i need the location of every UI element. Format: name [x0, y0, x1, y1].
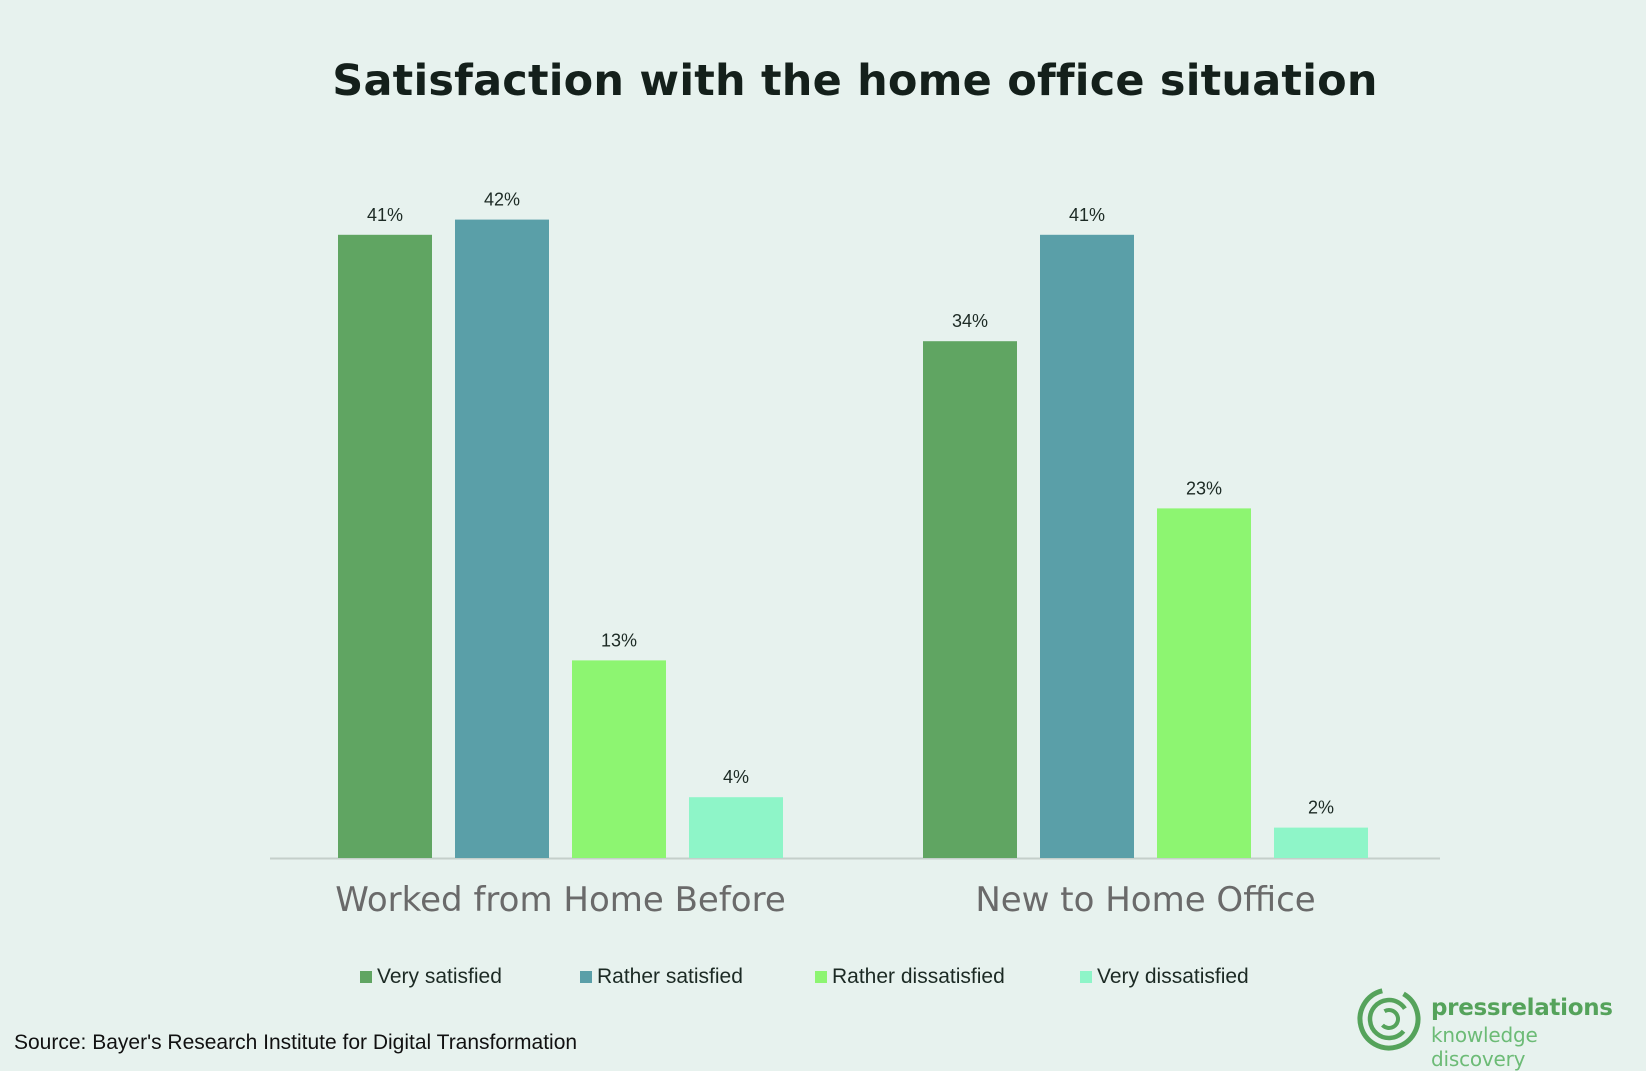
data-label: 34% [952, 311, 988, 331]
data-label: 41% [367, 205, 403, 225]
bar-rather-dissatisfied-1 [1157, 508, 1251, 858]
data-label: 42% [484, 190, 520, 210]
data-label: 2% [1308, 798, 1334, 818]
bar-rather-dissatisfied-0 [572, 660, 666, 858]
data-label: 41% [1069, 205, 1105, 225]
bar-very-dissatisfied-0 [689, 797, 783, 858]
legend-label: Rather satisfied [597, 965, 743, 988]
data-label: 4% [723, 767, 749, 787]
legend-item-very-dissatisfied: Very dissatisfied [1080, 965, 1249, 989]
legend-swatch-very-dissatisfied [1080, 971, 1092, 983]
bar-rather-satisfied-1 [1040, 234, 1134, 859]
data-label: 13% [601, 630, 637, 650]
bar-very-satisfied-0 [338, 234, 432, 859]
legend-swatch-rather-satisfied [580, 971, 592, 983]
chart-title: Satisfaction with the home office situat… [332, 56, 1378, 106]
legend-swatch-rather-dissatisfied [815, 971, 827, 983]
bar-very-dissatisfied-1 [1274, 827, 1368, 858]
brand-logo-block: pressrelations knowledge discovery [1355, 985, 1635, 1071]
category-label: Worked from Home Before [335, 880, 786, 920]
bar-very-satisfied-1 [923, 341, 1017, 858]
legend-item-very-satisfied: Very satisfied [360, 965, 502, 989]
pressrelations-logo-icon [1357, 987, 1421, 1051]
legend-item-rather-satisfied: Rather satisfied [580, 965, 743, 989]
data-label: 23% [1186, 478, 1222, 498]
legend-swatch-very-satisfied [360, 971, 372, 983]
brand-tagline: knowledge discovery [1431, 1023, 1538, 1071]
chart-legend: Very satisfied Rather satisfied Rather d… [0, 965, 1646, 995]
bar-rather-satisfied-0 [455, 219, 549, 859]
legend-item-rather-dissatisfied: Rather dissatisfied [815, 965, 1005, 989]
source-note: Source: Bayer's Research Institute for D… [14, 1031, 578, 1054]
legend-label: Rather dissatisfied [832, 965, 1005, 988]
brand-name: pressrelations [1431, 995, 1613, 1021]
legend-label: Very dissatisfied [1097, 965, 1249, 988]
category-label: New to Home Office [975, 880, 1315, 920]
legend-label: Very satisfied [377, 965, 502, 988]
